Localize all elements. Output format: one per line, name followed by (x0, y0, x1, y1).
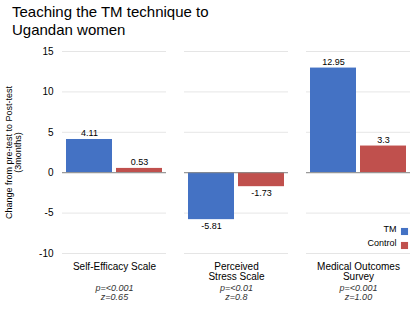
svg-text:10: 10 (42, 86, 54, 97)
svg-text:p=<0.001z=0.65: p=<0.001z=0.65 (94, 283, 133, 302)
svg-text:Medical OutcomesSurvey: Medical OutcomesSurvey (317, 261, 400, 282)
svg-text:3.3: 3.3 (377, 135, 390, 145)
svg-text:-5.81: -5.81 (201, 221, 222, 231)
svg-text:12.95: 12.95 (322, 57, 345, 67)
svg-text:15: 15 (42, 46, 54, 57)
svg-text:Self-Efficacy Scale: Self-Efficacy Scale (73, 261, 157, 272)
svg-text:Control: Control (367, 238, 396, 248)
svg-text:-1.73: -1.73 (251, 188, 272, 198)
svg-text:Change from pre-test to Post-t: Change from pre-test to Post-test(3month… (4, 85, 23, 219)
svg-text:-10: -10 (39, 248, 54, 259)
svg-text:-5: -5 (45, 207, 54, 218)
svg-text:p=<0.001z=1.00: p=<0.001z=1.00 (338, 283, 377, 302)
svg-text:p=<0.01z=0.8: p=<0.01z=0.8 (219, 283, 253, 302)
svg-text:0: 0 (48, 167, 54, 178)
svg-text:5: 5 (48, 127, 54, 138)
svg-text:4.11: 4.11 (81, 128, 98, 138)
svg-text:TM: TM (384, 224, 397, 234)
html-text:Teaching the TM technique to U: Teaching the TM technique to Ugandan wom… (12, 3, 209, 38)
svg-text:0.53: 0.53 (131, 157, 149, 167)
svg-text:PerceivedStress Scale: PerceivedStress Scale (208, 261, 265, 282)
